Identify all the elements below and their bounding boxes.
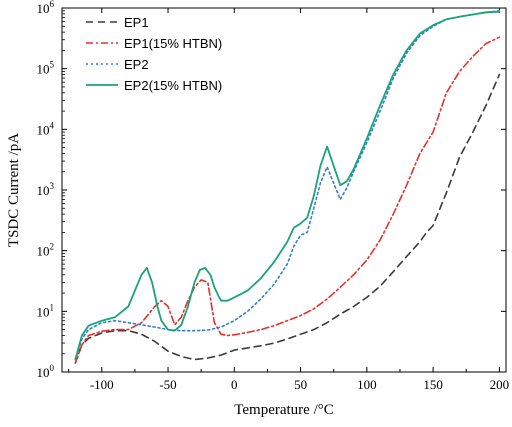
x-tick-label: 100 (357, 377, 377, 392)
x-tick-label: 200 (490, 377, 510, 392)
y-tick-label: 104 (37, 120, 55, 137)
x-tick-label: 0 (231, 377, 238, 392)
y-tick-label: 102 (37, 242, 55, 259)
legend: EP1 EP1(15% HTBN) EP2 EP2(15% HTBN) (86, 15, 222, 93)
series-line-3 (74, 10, 501, 361)
legend-label: EP1(15% HTBN) (124, 36, 222, 51)
legend-label: EP2(15% HTBN) (124, 78, 222, 93)
x-tick-label: -100 (90, 377, 114, 392)
series-lines (74, 10, 501, 364)
x-tick-label: 50 (294, 377, 307, 392)
y-axis-title: TSDC Current /pA (6, 133, 22, 247)
legend-label: EP2 (124, 57, 149, 72)
axis-ticks: -100 -50 0 50 100 150 200 100 101 102 103 104 105 106 (37, 0, 510, 392)
y-tick-label: 103 (37, 181, 55, 198)
series-line-4 (74, 10, 501, 361)
x-axis-title: Temperature /°C (234, 402, 334, 418)
y-tick-label: 100 (37, 363, 55, 380)
x-tick-label: -50 (159, 377, 176, 392)
x-tick-label: 150 (423, 377, 443, 392)
series-line-2 (74, 36, 501, 364)
y-tick-label: 106 (37, 0, 55, 16)
legend-label: EP1 (124, 15, 149, 30)
y-tick-label: 105 (37, 60, 55, 77)
series-line-1 (74, 73, 501, 364)
y-tick-label: 101 (37, 302, 55, 319)
